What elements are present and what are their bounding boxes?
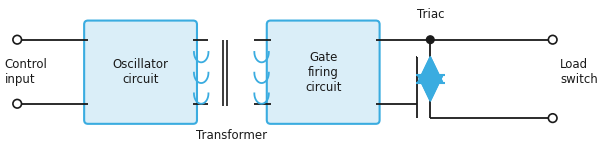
- Polygon shape: [418, 57, 443, 83]
- Text: Triac: Triac: [416, 8, 444, 21]
- Circle shape: [13, 35, 22, 44]
- FancyBboxPatch shape: [84, 21, 197, 124]
- Circle shape: [548, 35, 557, 44]
- Circle shape: [548, 114, 557, 122]
- FancyBboxPatch shape: [267, 21, 380, 124]
- Text: Gate
firing
circuit: Gate firing circuit: [305, 51, 341, 94]
- Text: Load
switch: Load switch: [560, 58, 598, 86]
- Text: Control
input: Control input: [5, 58, 48, 86]
- Circle shape: [426, 36, 434, 43]
- Polygon shape: [418, 75, 443, 101]
- Text: Transformer: Transformer: [196, 129, 267, 142]
- Text: Oscillator
circuit: Oscillator circuit: [113, 58, 168, 86]
- Circle shape: [13, 99, 22, 108]
